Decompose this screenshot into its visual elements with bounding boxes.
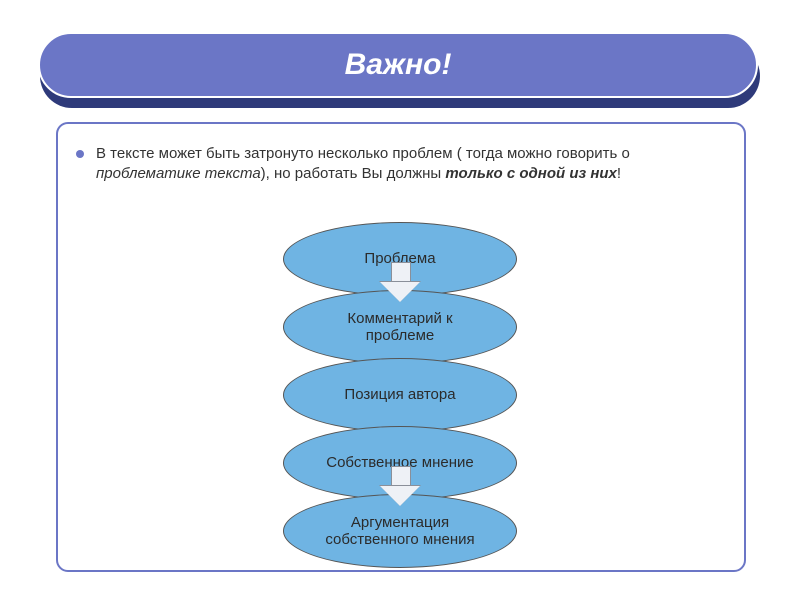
title-banner: Важно! [38,32,758,98]
flow-step-2: Позиция автора [283,358,517,432]
para-mid: ), но работать Вы должны [261,165,446,182]
para-em1: проблематике текста [96,165,261,182]
flow-step-label-2: Позиция автора [314,386,485,403]
flow-step-label-1: Комментарий к проблеме [284,310,516,345]
down-arrow-icon-1 [380,466,420,508]
para-pre: В тексте может быть затронуто несколько … [96,145,630,162]
para-post: ! [617,165,621,182]
title-text: Важно! [40,48,756,82]
body-paragraph: В тексте может быть затронуто несколько … [96,144,716,185]
flow-step-label-4: Аргументация собственного мнения [284,514,516,549]
down-arrow-icon-0 [380,262,420,304]
para-em2: только с одной из них [445,165,617,182]
bullet-dot-icon [76,150,84,158]
